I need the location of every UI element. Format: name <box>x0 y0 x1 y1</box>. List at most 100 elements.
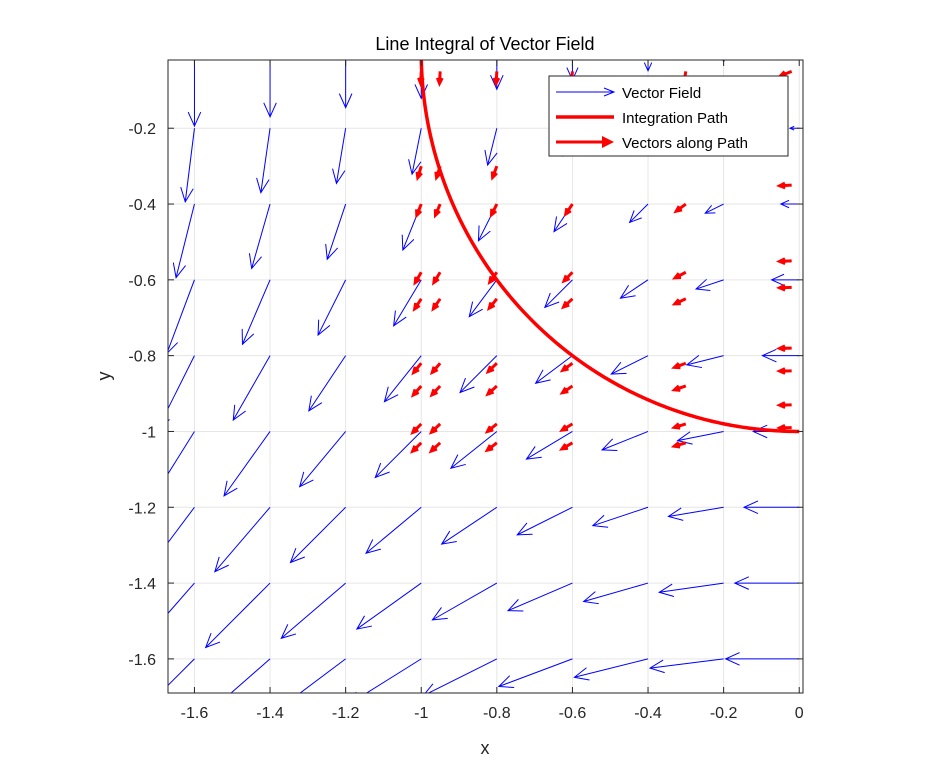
vector-field-arrow-shaft <box>175 203 195 278</box>
path-vector-arrow-head <box>776 367 786 375</box>
vector-field-arrow-head <box>497 675 515 688</box>
vector-field-arrow-head <box>742 500 759 515</box>
path-vector-arrow-head <box>485 388 495 397</box>
path-vector-arrow-head <box>428 444 438 454</box>
vector-field-arrow-head <box>440 530 457 545</box>
path-vector-arrow <box>776 401 792 409</box>
path-vector-arrow-head <box>415 171 423 182</box>
vector-field-arrow-head <box>204 632 221 649</box>
vector-field-arrow <box>204 582 271 649</box>
vector-field-arrow <box>610 355 649 375</box>
vector-field-arrow <box>280 582 346 640</box>
vector-field-arrow-head <box>752 424 768 439</box>
vector-field-arrow <box>168 658 195 687</box>
path-vector-arrow <box>490 165 499 181</box>
vector-field-arrow-head <box>401 234 415 252</box>
path-vector-arrow-head <box>487 275 496 285</box>
vector-field-arrow-shaft <box>168 658 195 687</box>
path-vector-arrow-head <box>410 445 419 454</box>
path-vector-arrow-head <box>559 424 569 433</box>
path-vector-arrow <box>428 441 442 454</box>
vector-field-arrow-head <box>214 556 229 573</box>
vector-field-arrow <box>619 279 649 299</box>
vector-field-arrow-head <box>685 354 703 369</box>
path-vector-arrow <box>431 297 442 312</box>
vector-field-arrow-shaft <box>611 355 649 375</box>
path-vector-arrow <box>486 297 499 311</box>
vector-field-arrow-shaft <box>629 203 649 223</box>
vector-field-arrow-shaft <box>659 582 724 593</box>
vector-field-arrow-head <box>393 310 407 327</box>
vector-field-arrow-head <box>658 583 675 598</box>
vector-field-arrow-shaft <box>393 279 422 327</box>
y-tick-label: -0.8 <box>128 349 156 366</box>
vector-field-arrow-shaft <box>459 355 498 393</box>
legend-swatch-vectors-along-path-head <box>602 136 614 148</box>
legend-entry-integration-path: Integration Path <box>622 110 728 127</box>
vector-field-arrow-shaft <box>601 430 649 451</box>
path-vector-arrow-head <box>484 444 494 453</box>
path-vector-arrow-head <box>429 366 439 376</box>
path-vector-arrow <box>484 422 498 434</box>
x-tick-label: -1 <box>414 705 428 722</box>
path-vector-arrow <box>413 271 423 286</box>
vector-field-arrow <box>676 430 724 445</box>
path-vector-arrow-head <box>673 205 683 214</box>
path-vector-arrow-head <box>411 366 420 376</box>
path-vector-arrow-head <box>671 384 681 392</box>
vector-field-arrow <box>248 203 271 270</box>
vector-field-arrow-shaft <box>230 658 271 693</box>
vector-field-arrow-head <box>610 361 627 375</box>
path-vector-arrow <box>485 362 498 375</box>
vector-field-arrow-shaft <box>214 506 271 572</box>
vector-field-arrow <box>591 506 649 528</box>
path-vector-arrow <box>776 367 792 375</box>
path-vector-arrow <box>671 384 687 392</box>
y-tick-label: -1.4 <box>128 576 156 593</box>
path-vector-arrow <box>559 384 574 395</box>
vector-field-arrow <box>724 652 800 666</box>
vector-field-arrow-head <box>506 599 524 612</box>
vector-field-arrow <box>685 354 724 369</box>
path-vector-arrow-head <box>486 302 496 311</box>
y-axis-label: y <box>94 372 114 381</box>
path-vector-arrow <box>563 203 574 218</box>
vector-field-arrow <box>172 203 195 279</box>
path-vector-arrow <box>492 71 501 87</box>
vector-field-arrow <box>658 582 724 598</box>
vector-field-arrow <box>440 506 498 545</box>
vector-field-arrow <box>497 658 573 688</box>
path-vector-arrow <box>429 362 442 376</box>
vector-field-arrow-head <box>256 177 270 194</box>
path-vector-arrow-head <box>410 388 420 398</box>
path-vector-arrow <box>776 257 792 265</box>
legend-entry-vector-field: Vector Field <box>622 85 701 102</box>
vector-field-arrow-shaft <box>317 279 347 336</box>
vector-field-arrow <box>525 431 573 460</box>
vector-field-arrow <box>648 658 724 674</box>
vector-field-arrow-shaft <box>620 279 649 299</box>
vector-field-arrow-shaft <box>184 128 195 202</box>
path-vector-arrow <box>415 203 423 219</box>
vector-field-arrow-head <box>223 480 238 497</box>
path-vector-arrow-head <box>559 364 569 373</box>
path-vector-arrow-head <box>431 276 440 286</box>
path-vector-arrow-head <box>490 171 498 181</box>
vector-field-arrow <box>704 203 724 214</box>
vector-field-arrow-head <box>449 454 466 470</box>
vector-field-arrow-shaft <box>365 506 422 554</box>
path-vector-arrow-head <box>776 283 786 292</box>
vector-field-arrow-head <box>516 522 533 536</box>
vector-field-arrow-head <box>325 243 339 261</box>
x-tick-label: -1.4 <box>256 705 284 722</box>
vector-field-arrow <box>449 431 498 470</box>
vector-field-arrow-head <box>534 369 551 384</box>
vector-field-arrow <box>628 203 649 224</box>
vector-field-arrow <box>332 128 347 185</box>
path-vector-arrow <box>671 270 687 280</box>
y-tick-label: -0.6 <box>128 273 156 290</box>
vector-field-arrow-head <box>628 210 642 224</box>
vector-field-arrow-shaft <box>299 431 347 487</box>
x-tick-label: -0.2 <box>710 705 738 722</box>
